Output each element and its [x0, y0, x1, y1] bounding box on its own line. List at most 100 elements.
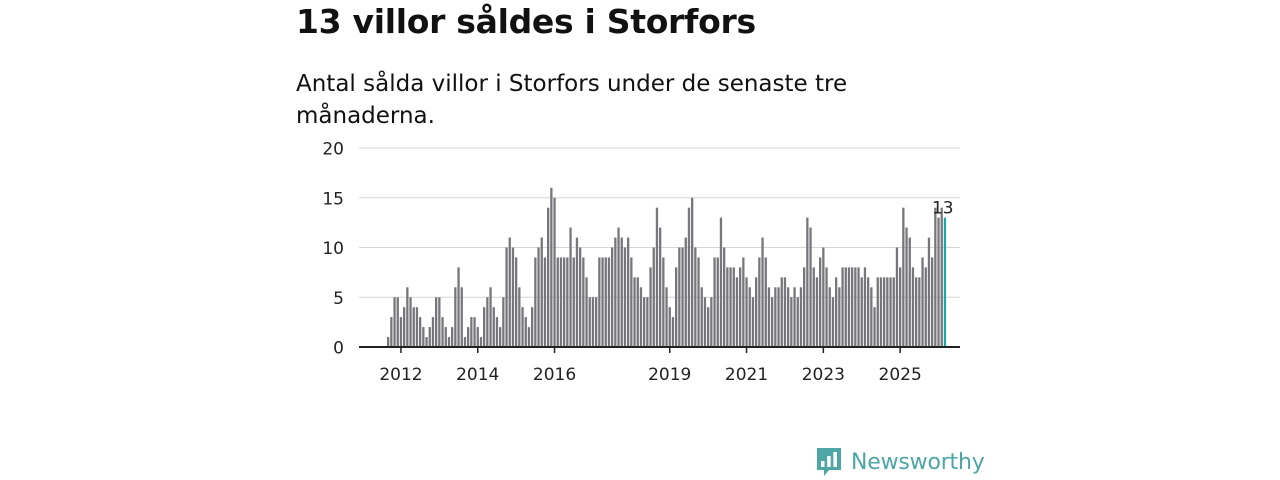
- bar: [723, 247, 726, 347]
- bar: [447, 337, 451, 347]
- bar: [892, 277, 895, 347]
- y-tick-label: 5: [333, 289, 344, 309]
- bar: [527, 327, 531, 347]
- bar: [710, 297, 713, 347]
- bar: [524, 317, 527, 347]
- bar: [838, 287, 841, 347]
- bar: [511, 247, 515, 347]
- bar: [803, 267, 806, 347]
- bar: [543, 257, 547, 347]
- bar: [735, 277, 739, 347]
- bar: [793, 287, 796, 347]
- data-labels: 13: [932, 199, 954, 219]
- bar: [668, 307, 671, 347]
- bar: [508, 237, 511, 347]
- x-tick-label: 2014: [456, 365, 499, 385]
- bar: [502, 297, 505, 347]
- bar: [787, 287, 790, 347]
- bar: [425, 337, 428, 347]
- bar: [521, 307, 524, 347]
- chart-title: 13 villor såldes i Storfors: [296, 2, 756, 41]
- bar: [505, 247, 508, 347]
- bar: [601, 257, 604, 347]
- bar: [860, 277, 863, 347]
- bar: [681, 247, 684, 347]
- newsworthy-logo: Newsworthy: [815, 446, 985, 478]
- bar: [911, 267, 915, 347]
- y-axis-ticks: 0 5 10 15 20: [322, 140, 344, 359]
- bar: [495, 317, 499, 347]
- bar: [780, 277, 783, 347]
- bar: [655, 207, 659, 347]
- bar: [934, 207, 937, 347]
- y-tick-label: 20: [322, 140, 344, 160]
- bar: [492, 307, 495, 347]
- bar: [483, 307, 486, 347]
- bar: [841, 267, 844, 347]
- bar: [783, 277, 787, 347]
- bar: [467, 327, 470, 347]
- y-tick-label: 0: [333, 339, 344, 359]
- bar: [415, 307, 419, 347]
- bar: [758, 257, 761, 347]
- x-tick-label: 2021: [725, 365, 768, 385]
- bar: [636, 277, 639, 347]
- bar: [729, 267, 732, 347]
- bar: [707, 307, 710, 347]
- bar: [870, 287, 873, 347]
- bar: [931, 257, 934, 347]
- bar: [937, 217, 940, 347]
- bar: [851, 267, 854, 347]
- bar: [652, 247, 655, 347]
- bar: [825, 267, 828, 347]
- bar: [559, 257, 563, 347]
- bar: [809, 227, 812, 347]
- bar: [703, 297, 707, 347]
- bar: [569, 227, 572, 347]
- bar: [611, 247, 614, 347]
- bar: [454, 287, 457, 347]
- bar: [879, 277, 883, 347]
- bar: [761, 237, 764, 347]
- bar: [700, 287, 703, 347]
- x-tick-label: 2016: [533, 365, 576, 385]
- bar: [908, 237, 911, 347]
- bar: [620, 237, 623, 347]
- bar: [719, 217, 723, 347]
- bar: [927, 237, 931, 347]
- bar: [518, 287, 521, 347]
- bar: [796, 297, 799, 347]
- bar: [671, 317, 675, 347]
- bar: [665, 287, 668, 347]
- bar: [614, 237, 617, 347]
- bar: [550, 187, 553, 347]
- bar: [774, 287, 777, 347]
- chart-subtitle: Antal sålda villor i Storfors under de s…: [296, 71, 848, 129]
- bar: [924, 267, 927, 347]
- bar: [463, 337, 467, 347]
- bar: [873, 307, 876, 347]
- bar: [582, 257, 585, 347]
- bar: [745, 277, 748, 347]
- bar: [867, 277, 870, 347]
- bar: [847, 267, 851, 347]
- bar: [918, 277, 921, 347]
- bar: [630, 257, 633, 347]
- bar: [854, 267, 857, 347]
- x-tick-label: 2012: [379, 365, 422, 385]
- highlight-data-label: 13: [932, 199, 954, 219]
- y-tick-label: 10: [322, 239, 344, 259]
- bar: [732, 267, 735, 347]
- bar: [591, 297, 595, 347]
- bar: [409, 297, 412, 347]
- bar: [575, 237, 579, 347]
- bar: [649, 267, 652, 347]
- x-tick-label: 2025: [879, 365, 922, 385]
- bar: [406, 287, 409, 347]
- bar: [585, 277, 588, 347]
- bar: [739, 267, 742, 347]
- bar: [499, 327, 502, 347]
- bar: [537, 247, 540, 347]
- bar: [412, 307, 415, 347]
- bar: [905, 227, 908, 347]
